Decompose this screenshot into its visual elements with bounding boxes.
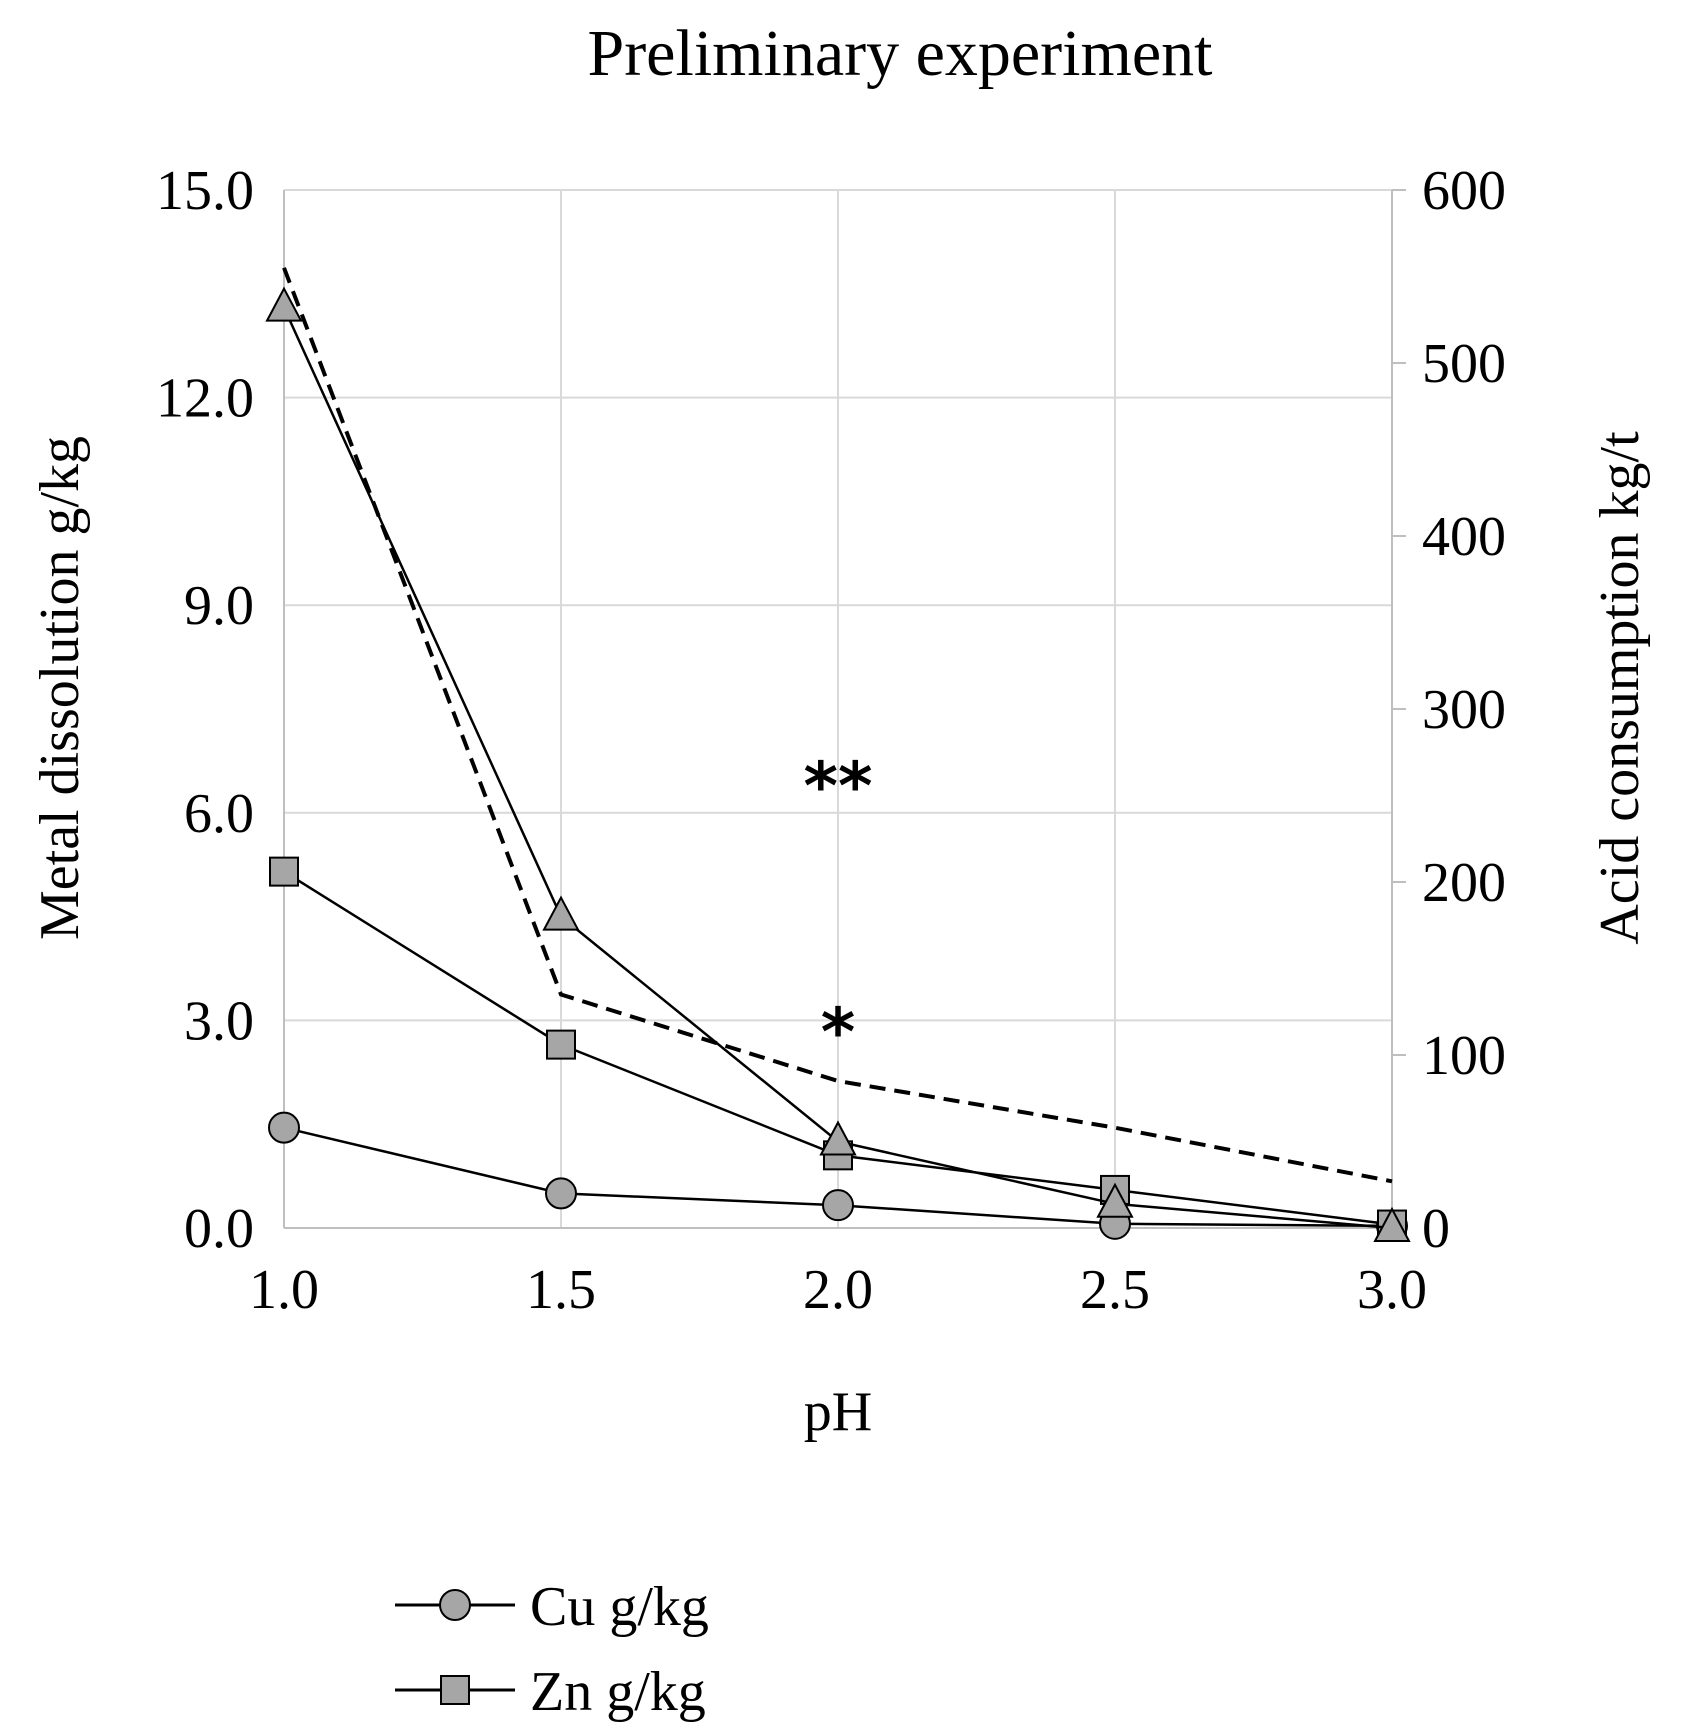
legend-cu-label: Cu g/kg [530,1576,709,1638]
triangle-marker [1373,1206,1411,1242]
y-left-tick-label: 9.0 [184,575,254,637]
chart-title: Preliminary experiment [588,17,1213,90]
tick-labels: 0.03.06.09.012.015.01.0 1.5 2.0 2.5 3.001002… [156,160,1506,1321]
significance-annotation: ** [803,748,872,825]
y-right-tick-label: 200 [1422,852,1506,914]
y-right-axis-title: Acid consumption kg/t [1589,431,1651,945]
x-axis-title: pH [804,1381,872,1443]
cu-marker-circle [822,1189,854,1222]
x-tick-label: 1.5 [526,1259,596,1321]
legend-entry-zn: Zn g/kg [395,1661,706,1723]
legend-zn-marker [440,1675,470,1705]
significance-annotation: * [821,994,856,1071]
triangle-marker [1096,1182,1134,1218]
y-left-tick-label: 12.0 [156,368,254,430]
zn-marker-square [546,1029,576,1060]
y-left-tick-label: 15.0 [156,160,254,222]
axes [283,189,1406,1229]
y-left-tick-label: 0.0 [184,1198,254,1260]
x-tick-label: 3.0 [1357,1259,1427,1321]
y-left-tick-label: 6.0 [184,783,254,845]
legend: Cu g/kg Zn g/kg [395,1576,709,1723]
legend-zn-label: Zn g/kg [530,1661,706,1723]
y-right-tick-label: 100 [1422,1025,1506,1087]
x-tick-label: 1.0 [249,1259,319,1321]
cu-marker-circle [545,1177,577,1210]
y-right-tick-label: 400 [1422,506,1506,568]
triangle-marker [542,895,580,931]
x-tick-label: 2.0 [803,1259,873,1321]
y-left-tick-label: 3.0 [184,990,254,1052]
legend-entry-cu: Cu g/kg [395,1576,709,1638]
x-tick-label: 2.5 [1080,1259,1150,1321]
gridlines [284,189,1393,1228]
y-right-tick-label: 300 [1422,679,1506,741]
triangle-marker [265,286,303,322]
annotations: *** [803,748,872,1071]
y-left-axis-title: Metal dissolution g/kg [29,436,91,940]
y-right-tick-label: 600 [1422,160,1506,222]
zn-marker-square [269,856,299,887]
y-right-tick-label: 0 [1422,1198,1450,1260]
cu-marker-circle [268,1111,300,1144]
triangle-marker [819,1120,857,1156]
legend-cu-marker [439,1589,471,1621]
series [265,267,1411,1242]
y-right-tick-label: 500 [1422,333,1506,395]
